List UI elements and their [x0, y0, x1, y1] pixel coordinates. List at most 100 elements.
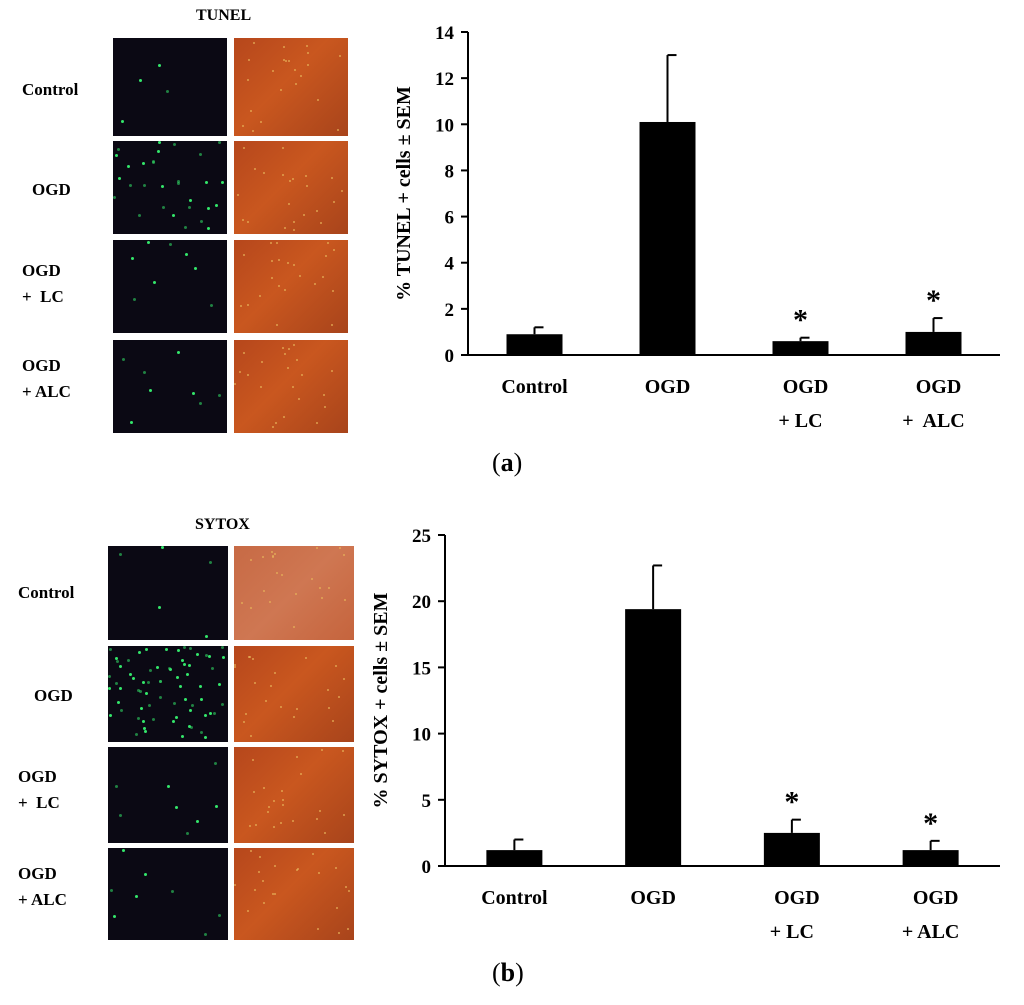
- cell-speck: [283, 416, 285, 418]
- fluorescent-cell: [205, 635, 208, 638]
- cell-speck: [278, 259, 280, 261]
- fluorescent-cell: [207, 207, 210, 210]
- fluorescent-cell: [200, 220, 203, 223]
- fluorescent-cell: [189, 709, 192, 712]
- fluorescent-cell: [218, 914, 221, 917]
- cell-speck: [317, 928, 319, 930]
- fluorescent-cell: [145, 692, 148, 695]
- cell-speck: [252, 759, 254, 761]
- fluorescent-cell: [133, 298, 136, 301]
- cell-speck: [252, 658, 254, 660]
- fluorescent-cell: [190, 726, 193, 729]
- fluorescent-cell: [189, 647, 192, 650]
- cell-speck: [234, 666, 236, 668]
- x-tick-label: Control: [481, 887, 548, 909]
- tunel-brightfield-image-control: [234, 38, 348, 136]
- fluorescent-cell: [191, 704, 194, 707]
- cell-speck: [250, 110, 252, 112]
- cell-speck: [316, 818, 318, 820]
- y-tick-label: 5: [422, 791, 432, 812]
- fluorescent-cell: [172, 214, 175, 217]
- tunel-fluorescence-image-ogd-lc: [113, 240, 227, 333]
- cell-speck: [271, 551, 273, 553]
- cell-speck: [237, 194, 239, 196]
- fluorescent-cell: [209, 712, 212, 715]
- fluorescent-cell: [149, 669, 152, 672]
- cell-speck: [282, 347, 284, 349]
- cell-speck: [319, 810, 321, 812]
- cell-speck: [245, 713, 247, 715]
- cell-speck: [293, 716, 295, 718]
- cell-speck: [327, 689, 329, 691]
- cell-speck: [325, 255, 327, 257]
- fluorescent-cell: [115, 657, 118, 660]
- cell-speck: [239, 371, 241, 373]
- panel-a-row-label-ogd: OGD: [32, 180, 71, 199]
- bar: [905, 331, 962, 355]
- cell-speck: [336, 907, 338, 909]
- fluorescent-cell: [209, 561, 212, 564]
- fluorescent-cell: [149, 389, 152, 392]
- cell-speck: [272, 70, 274, 72]
- panel-b-image-title: SYTOX: [195, 516, 250, 533]
- panel-a-letter: (a): [492, 448, 523, 477]
- y-tick-label: 15: [412, 658, 431, 679]
- cell-speck: [343, 554, 345, 556]
- fluorescent-cell: [139, 79, 142, 82]
- fluorescent-cell: [161, 185, 164, 188]
- fluorescent-cell: [176, 676, 179, 679]
- cell-speck: [307, 64, 309, 66]
- sytox-fluorescence-image-ogd-alc: [108, 848, 228, 940]
- cell-speck: [284, 227, 286, 229]
- cell-speck: [327, 242, 329, 244]
- cell-speck: [348, 890, 350, 892]
- cell-speck: [261, 361, 263, 363]
- cell-speck: [324, 406, 326, 408]
- cell-speck: [335, 867, 337, 869]
- fluorescent-cell: [204, 933, 207, 936]
- fluorescent-cell: [188, 664, 191, 667]
- cell-speck: [292, 820, 294, 822]
- cell-speck: [259, 856, 261, 858]
- cell-speck: [339, 55, 341, 57]
- sytox-bar-chart: 0 5 10 15 20 25 % SYTOX + cells ± SEM Control OG…: [370, 526, 1000, 943]
- x-tick-label: OGD: [783, 376, 829, 398]
- fluorescent-cell: [185, 253, 188, 256]
- cell-speck: [263, 172, 265, 174]
- fluorescent-cell: [196, 653, 199, 656]
- cell-speck: [332, 720, 334, 722]
- cell-speck: [250, 559, 252, 561]
- fluorescent-cell: [215, 805, 218, 808]
- fluorescent-cell: [188, 206, 191, 209]
- cell-speck: [306, 45, 308, 47]
- fluorescent-cell: [118, 177, 121, 180]
- cell-speck: [263, 787, 265, 789]
- cell-speck: [267, 811, 269, 813]
- cell-speck: [323, 394, 325, 396]
- cell-speck: [280, 89, 282, 91]
- cell-speck: [316, 547, 318, 549]
- fluorescent-cell: [222, 656, 225, 659]
- fluorescent-cell: [199, 402, 202, 405]
- fluorescent-cell: [113, 196, 116, 199]
- cell-speck: [311, 578, 313, 580]
- cell-speck: [234, 383, 236, 385]
- fluorescent-cell: [215, 204, 218, 207]
- cell-speck: [287, 262, 289, 264]
- fluorescent-cell: [218, 141, 221, 144]
- cell-speck: [234, 884, 236, 886]
- significance-marker: *: [784, 786, 799, 819]
- sytox-brightfield-image-ogd-alc: [234, 848, 354, 940]
- cell-speck: [242, 125, 244, 127]
- fluorescent-cell: [194, 267, 197, 270]
- fluorescent-cell: [157, 150, 160, 153]
- fluorescent-cell: [183, 663, 186, 666]
- fluorescent-cell: [119, 814, 122, 817]
- cell-speck: [250, 735, 252, 737]
- cell-speck: [292, 386, 294, 388]
- bar: [486, 850, 543, 866]
- bar: [639, 121, 696, 355]
- y-axis-label: % SYTOX + cells ± SEM: [370, 592, 392, 808]
- cell-speck: [293, 344, 295, 346]
- fluorescent-cell: [135, 733, 138, 736]
